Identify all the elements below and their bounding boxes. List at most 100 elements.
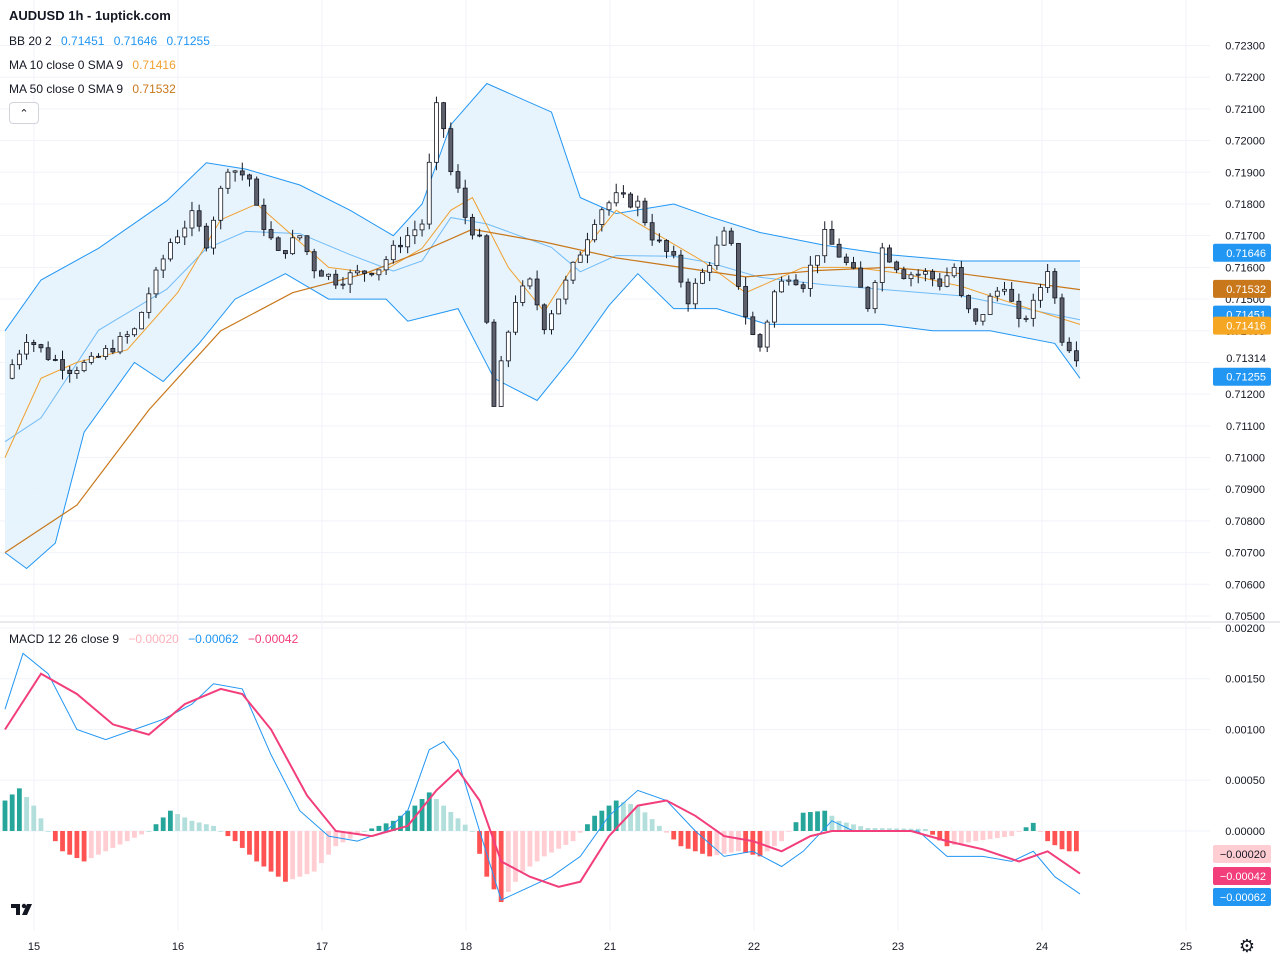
macd-histogram-bar (563, 830, 569, 845)
candle-body (45, 347, 51, 360)
macd-histogram-bar (232, 830, 238, 842)
macd-histogram-bar (477, 830, 482, 854)
macd-histogram-bar (1045, 830, 1051, 842)
price-tick-label: 0.70500 (1225, 611, 1265, 623)
macd-histogram-bar (153, 824, 159, 831)
macd-histogram-bar (570, 830, 576, 842)
candle-body (736, 243, 741, 287)
ma50-legend[interactable]: MA 50 close 0 SMA 9 0.71532 (9, 82, 176, 96)
tradingview-logo-icon[interactable] (9, 898, 37, 922)
macd-histogram-bar (577, 830, 583, 833)
candle-body (879, 247, 885, 283)
macd-histogram-bar (347, 830, 353, 839)
gear-icon[interactable]: ⚙ (1238, 936, 1256, 956)
macd-histogram-bar (469, 830, 475, 832)
macd-macd-tag (1213, 888, 1271, 906)
price-axis[interactable]: 0.72300 0.72200 0.72100 0.72000 0.71900 0.718… (1213, 41, 1271, 906)
candle-body (685, 281, 691, 305)
time-tick-label: 23 (892, 941, 904, 953)
candle-body (915, 273, 921, 276)
candle-body (937, 278, 943, 287)
macd-histogram-bar (340, 830, 346, 843)
macd-histogram-bar (88, 830, 94, 859)
candle-body (577, 254, 583, 263)
macd-legend[interactable]: MACD 12 26 close 9 −0.00020 −0.00062 −0.… (9, 632, 298, 646)
candle-body (714, 244, 720, 266)
price-bb_lower-label: 0.71255 (1226, 372, 1266, 384)
candle-body (81, 361, 87, 372)
macd-histogram-bar (1059, 830, 1065, 850)
macd-histogram-bar (613, 800, 619, 831)
candle-body (851, 262, 856, 269)
candle-body (649, 222, 655, 241)
macd-tick-label: 0.00150 (1225, 674, 1265, 686)
macd-histogram-bar (534, 830, 540, 862)
candle-body (160, 258, 166, 271)
candle-body (88, 355, 94, 363)
macd-histogram-bar (434, 799, 439, 831)
macd-histogram-bar (1038, 830, 1043, 832)
macd-histogram-bar (139, 830, 145, 835)
macd-histogram-bar (606, 805, 612, 831)
candle-body (124, 334, 130, 337)
macd-histogram-bar (664, 830, 669, 833)
candle-body (182, 227, 188, 238)
time-tick-label: 24 (1036, 941, 1048, 953)
collapse-legend-button[interactable]: ⌃ (9, 102, 39, 124)
macd-histogram-bar (599, 810, 605, 831)
macd-histogram-bar (807, 812, 813, 831)
bb-upper-value: 0.71646 (113, 34, 158, 48)
price-tick-label: 0.70600 (1225, 579, 1265, 591)
macd-histogram-bar (656, 825, 662, 831)
bb-legend[interactable]: BB 20 2 0.71451 0.71646 0.71255 (9, 34, 210, 48)
macd-histogram-bar (283, 830, 288, 882)
macd-histogram-bar (915, 828, 921, 831)
candle-body (347, 272, 353, 285)
macd-histogram-bar (261, 830, 267, 867)
macd-histogram-bar (311, 830, 317, 872)
candle-body (211, 219, 216, 249)
macd-hist-value: −0.00020 (128, 632, 179, 646)
candle-body (556, 298, 562, 315)
macd-histogram-bar (189, 820, 195, 831)
candle-body (311, 251, 317, 272)
macd-histogram-bar (736, 830, 741, 852)
macd-histogram-bar (117, 830, 123, 845)
candle-body (268, 229, 274, 239)
candle-body (513, 302, 518, 333)
macd-histogram-bar (786, 830, 792, 832)
macd-histogram-bar (872, 828, 878, 831)
macd-histogram-bar (318, 830, 324, 864)
candle-body (290, 237, 296, 255)
time-axis[interactable]: 15 16 17 18 21 22 23 24 25 (28, 941, 1192, 953)
price-bb_upper-label: 0.71646 (1226, 248, 1266, 260)
macd-histogram-bar (851, 824, 856, 831)
candle-body (728, 230, 734, 244)
candle-body (175, 236, 180, 244)
macd-histogram-bar (815, 811, 820, 831)
candle-body (31, 342, 37, 345)
candle-body (692, 282, 698, 305)
macd-histogram-bar (132, 830, 137, 838)
macd-tick-label: 0.00050 (1225, 775, 1265, 787)
macd-histogram-bar (714, 830, 720, 856)
macd-histogram-bar (1009, 830, 1015, 837)
macd-histogram-bar (685, 830, 691, 849)
candle-body (52, 359, 58, 361)
macd-histogram-bar (1052, 830, 1058, 846)
macd-histogram-bar (527, 830, 533, 867)
candle-body (829, 228, 835, 245)
candle-body (606, 202, 612, 211)
macd-histogram-bar (987, 830, 993, 840)
ma10-legend[interactable]: MA 10 close 0 SMA 9 0.71416 (9, 58, 176, 72)
macd-histogram-bar (383, 823, 389, 831)
candle-body (764, 321, 770, 348)
candle-body (239, 170, 245, 176)
candle-body (642, 200, 648, 224)
macd-histogram-bar (887, 828, 892, 831)
candle-body (541, 304, 547, 331)
time-tick-label: 15 (28, 941, 40, 953)
ma50-legend-label: MA 50 close 0 SMA 9 (9, 82, 124, 96)
macd-histogram-bar (390, 820, 396, 831)
